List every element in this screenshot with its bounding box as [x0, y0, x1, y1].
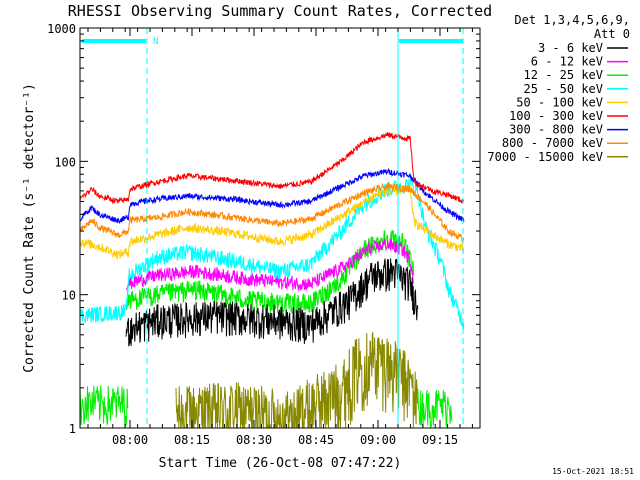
- y-axis-label: Corrected Count Rate (s⁻¹ detector⁻¹): [22, 83, 37, 373]
- chart-title: RHESSI Observing Summary Count Rates, Co…: [68, 2, 492, 20]
- legend-label: 300 - 800 keV: [509, 123, 603, 137]
- night-flag-label: N: [153, 37, 158, 47]
- x-tick-label: 09:15: [422, 433, 458, 447]
- series-line-12-25-low-late: [417, 388, 453, 428]
- legend-label: 800 - 7000 keV: [502, 136, 603, 150]
- legend-header-line1: Det 1,3,4,5,6,9,: [514, 13, 630, 27]
- legend-label: 12 - 25 keV: [524, 68, 603, 82]
- series-line-7000-15000keV: [175, 332, 418, 428]
- x-tick-label: 08:45: [298, 433, 334, 447]
- legend-label: 50 - 100 keV: [516, 95, 603, 109]
- x-tick-label: 08:00: [112, 433, 148, 447]
- x-axis-label: Start Time (26-Oct-08 07:47:22): [159, 456, 402, 471]
- x-tick-label: 08:30: [236, 433, 272, 447]
- series-line-300-800keV: [80, 167, 465, 224]
- y-tick-label: 1: [69, 422, 76, 436]
- series-line-3-6keV: [125, 258, 419, 347]
- legend-header-line2: Att 0: [594, 27, 630, 41]
- series-line-800-7000keV: [80, 182, 465, 243]
- series-layer: [80, 132, 465, 428]
- series-line-100-300keV: [80, 132, 465, 205]
- series-line-12-25-low-early: [80, 385, 129, 428]
- series-line-50-100keV: [80, 184, 465, 260]
- axis-layer: 1 10 100 1000 08:00 08:15 08:30 08:45 09:00 09:15: [47, 22, 480, 447]
- legend-label: 3 - 6 keV: [538, 41, 603, 55]
- series-line-6-12keV: [125, 238, 415, 291]
- legend-label: 25 - 50 keV: [524, 82, 603, 96]
- night-flag-bar-2: [399, 39, 463, 43]
- plot-frame: [79, 27, 481, 429]
- timestamp: 15-Oct-2021 18:51: [552, 467, 634, 476]
- legend-label: 100 - 300 keV: [509, 109, 603, 123]
- x-tick-label: 09:00: [360, 433, 396, 447]
- series-line-12-25keV: [125, 229, 415, 315]
- y-tick-label: 1000: [47, 22, 76, 36]
- y-tick-label: 100: [54, 155, 76, 169]
- y-tick-label: 10: [62, 289, 76, 303]
- legend-label: 6 - 12 keV: [531, 55, 603, 69]
- legend-label: 7000 - 15000 keV: [487, 150, 603, 164]
- x-tick-label: 08:15: [174, 433, 210, 447]
- night-flag-bar-1: [82, 39, 146, 43]
